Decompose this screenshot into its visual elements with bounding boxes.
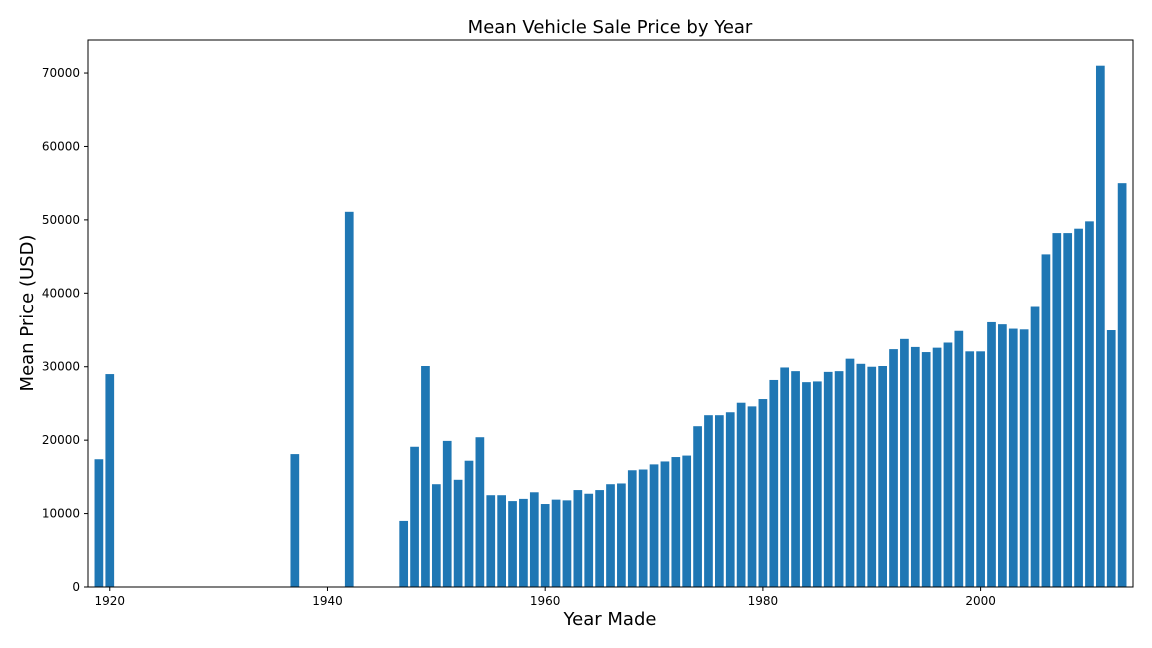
bar-1962 — [562, 500, 572, 587]
bar-1977 — [725, 412, 735, 587]
bar-2003 — [1008, 328, 1018, 587]
bar-1993 — [900, 338, 909, 587]
bar-1949 — [421, 366, 430, 587]
y-axis-ticks: 0 10000 20000 30000 40000 50000 60000 70000 — [42, 66, 88, 594]
x-axis-label: Year Made — [563, 609, 657, 630]
bar-1976 — [715, 415, 724, 587]
x-tick-label: 1920 — [94, 594, 125, 608]
bar-1986 — [823, 371, 833, 587]
bar-1989 — [856, 363, 866, 587]
bar-1919 — [94, 459, 104, 587]
chart-title: Mean Vehicle Sale Price by Year — [468, 17, 753, 38]
x-tick-label: 1980 — [748, 594, 779, 608]
bar-1997 — [943, 342, 953, 587]
bar-1995 — [921, 352, 931, 587]
bar-1981 — [769, 379, 779, 587]
bar-1955 — [486, 495, 496, 587]
bar-1980 — [758, 399, 768, 587]
bar-1956 — [497, 495, 506, 587]
bar-2007 — [1052, 233, 1062, 587]
bar-1971 — [660, 461, 670, 587]
bar-2004 — [1019, 329, 1029, 587]
bar-1996 — [932, 347, 942, 587]
bar-2005 — [1030, 306, 1040, 587]
y-tick-label: 0 — [72, 580, 80, 594]
bar-1948 — [410, 446, 419, 587]
bar-1985 — [812, 381, 822, 587]
bar-1972 — [671, 457, 681, 587]
bar-1950 — [431, 484, 441, 587]
bar-1937 — [290, 454, 300, 587]
x-tick-label: 2000 — [965, 594, 996, 608]
bar-1974 — [693, 426, 702, 587]
x-axis-ticks: 1920 1940 1960 1980 2000 — [94, 587, 996, 608]
bar-1987 — [834, 371, 844, 587]
bar-2002 — [998, 324, 1007, 587]
bar-2013 — [1117, 183, 1127, 588]
bar-1994 — [910, 346, 920, 587]
bar-1959 — [529, 492, 539, 587]
bar-2012 — [1106, 330, 1116, 587]
bar-1963 — [573, 490, 583, 587]
bar-1958 — [519, 498, 528, 587]
y-tick-label: 50000 — [42, 213, 80, 227]
bar-1953 — [464, 460, 474, 587]
bar-1992 — [889, 349, 898, 587]
bar-2000 — [976, 351, 985, 587]
bar-1973 — [682, 455, 692, 587]
bar-1984 — [802, 382, 811, 587]
bar-1970 — [649, 464, 659, 587]
y-tick-label: 10000 — [42, 507, 80, 521]
bar-1951 — [442, 440, 452, 587]
bar-1969 — [638, 469, 648, 587]
bar-1965 — [595, 490, 604, 587]
bar-1961 — [551, 499, 561, 587]
y-axis-label: Mean Price (USD) — [17, 235, 38, 392]
bar-1990 — [867, 366, 877, 587]
bar-1952 — [453, 479, 463, 587]
bar-2009 — [1074, 228, 1083, 587]
bar-1966 — [606, 484, 615, 587]
y-tick-label: 20000 — [42, 433, 80, 447]
bar-1960 — [540, 504, 550, 587]
bar-1975 — [704, 415, 713, 587]
bar-1954 — [475, 437, 485, 587]
bar-1983 — [791, 371, 800, 587]
y-tick-label: 30000 — [42, 360, 80, 374]
y-tick-label: 40000 — [42, 286, 80, 300]
bar-1999 — [965, 351, 975, 587]
bar-1978 — [736, 402, 746, 587]
bar-1947 — [399, 520, 409, 587]
bar-1979 — [747, 406, 757, 587]
bars — [94, 65, 1127, 588]
plot-frame — [87, 39, 1134, 588]
bar-2011 — [1095, 65, 1105, 587]
bar-1998 — [954, 330, 964, 587]
bar-1982 — [780, 367, 790, 587]
y-tick-label: 60000 — [42, 139, 80, 153]
bar-1957 — [508, 501, 517, 587]
x-tick-label: 1940 — [312, 594, 343, 608]
bar-2008 — [1063, 233, 1073, 587]
bar-1964 — [584, 493, 594, 587]
bar-1967 — [617, 483, 626, 587]
y-tick-label: 70000 — [42, 66, 80, 80]
bar-1988 — [845, 358, 855, 587]
x-tick-label: 1960 — [530, 594, 561, 608]
bar-2010 — [1085, 221, 1094, 587]
bar-1942 — [344, 211, 354, 587]
bar-1991 — [878, 366, 887, 587]
bar-2001 — [987, 321, 996, 587]
bar-1920 — [105, 374, 115, 587]
bar-1968 — [627, 470, 637, 587]
bar-2006 — [1041, 254, 1051, 587]
